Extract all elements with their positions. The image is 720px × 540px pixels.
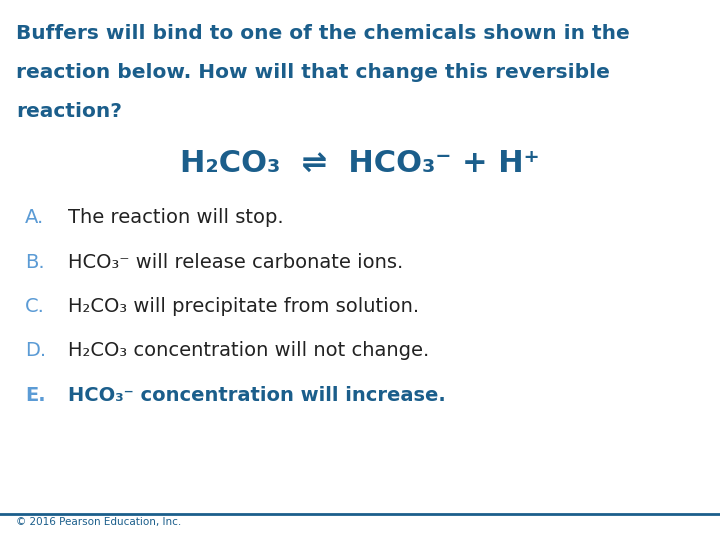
Text: A.: A.	[25, 208, 45, 227]
Text: H₂CO₃ will precipitate from solution.: H₂CO₃ will precipitate from solution.	[68, 297, 420, 316]
Text: B.: B.	[25, 253, 45, 272]
Text: © 2016 Pearson Education, Inc.: © 2016 Pearson Education, Inc.	[16, 517, 181, 527]
Text: H₂CO₃  ⇌  HCO₃⁻ + H⁺: H₂CO₃ ⇌ HCO₃⁻ + H⁺	[180, 149, 540, 178]
Text: E.: E.	[25, 386, 46, 404]
Text: HCO₃⁻ concentration will increase.: HCO₃⁻ concentration will increase.	[68, 386, 446, 404]
Text: Buffers will bind to one of the chemicals shown in the: Buffers will bind to one of the chemical…	[16, 24, 629, 43]
Text: reaction?: reaction?	[16, 102, 122, 121]
Text: The reaction will stop.: The reaction will stop.	[68, 208, 284, 227]
Text: C.: C.	[25, 297, 45, 316]
Text: D.: D.	[25, 341, 46, 360]
Text: H₂CO₃ concentration will not change.: H₂CO₃ concentration will not change.	[68, 341, 430, 360]
Text: HCO₃⁻ will release carbonate ions.: HCO₃⁻ will release carbonate ions.	[68, 253, 404, 272]
Text: reaction below. How will that change this reversible: reaction below. How will that change thi…	[16, 63, 610, 82]
